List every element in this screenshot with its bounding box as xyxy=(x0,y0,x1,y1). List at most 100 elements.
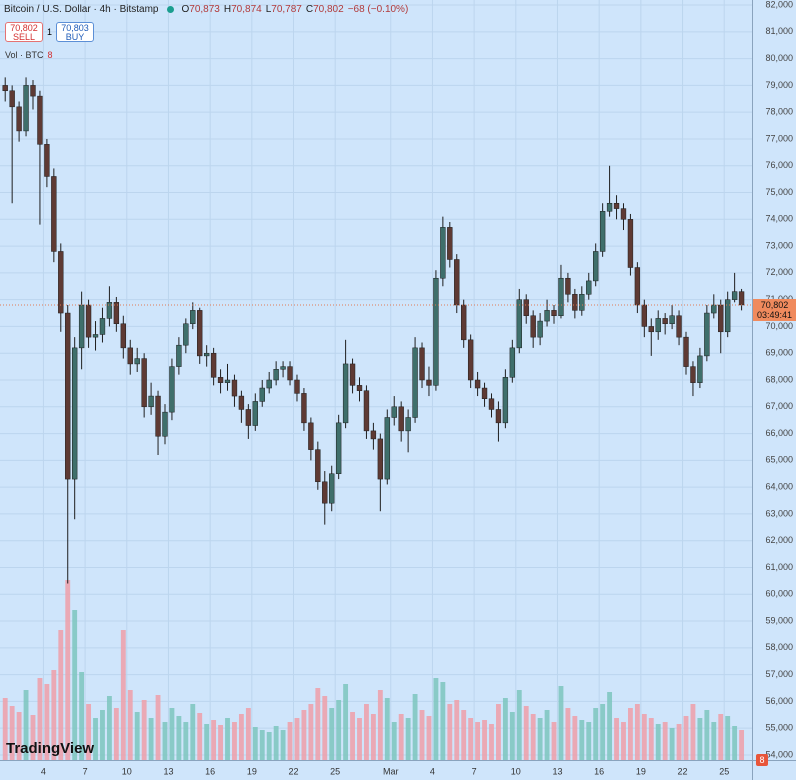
volume-bar xyxy=(72,610,78,760)
candle-body xyxy=(572,294,578,311)
volume-bar xyxy=(183,722,189,760)
volume-bar xyxy=(641,714,647,760)
candle-body xyxy=(78,304,85,349)
trade-buttons: 70,802 SELL 1 70,803 BUY xyxy=(5,22,95,42)
volume-bar xyxy=(65,580,71,760)
volume-bar xyxy=(225,718,230,760)
y-tick-label: 62,000 xyxy=(765,535,793,545)
x-tick-label: 10 xyxy=(122,766,132,776)
y-tick-label: 79,000 xyxy=(765,80,793,90)
volume-bar xyxy=(621,722,626,760)
symbol-title: Bitcoin / U.S. Dollar · 4h · Bitstamp xyxy=(4,4,159,15)
volume-bar xyxy=(419,710,425,760)
volume-bar xyxy=(322,696,328,760)
volume-bar xyxy=(37,678,43,760)
ohlc-key: C xyxy=(305,4,314,15)
candle-body xyxy=(322,481,328,504)
candle-body xyxy=(51,176,57,252)
y-tick-label: 77,000 xyxy=(765,133,793,143)
candle-body xyxy=(627,219,634,268)
sell-label: SELL xyxy=(12,32,36,42)
ohlc-h: H70,874 xyxy=(224,4,262,15)
volume-bar xyxy=(627,708,633,760)
buy-button[interactable]: 70,803 BUY xyxy=(56,22,95,42)
y-tick-label: 55,000 xyxy=(765,723,793,733)
volume-bar xyxy=(155,695,161,760)
y-tick-label: 60,000 xyxy=(765,589,793,599)
volume-bar xyxy=(16,712,22,760)
x-tick-label: 25 xyxy=(719,766,729,776)
candle-body xyxy=(134,358,140,365)
sell-button[interactable]: 70,802 SELL xyxy=(5,22,43,42)
y-tick-label: 81,000 xyxy=(765,26,793,36)
x-tick-label: 19 xyxy=(636,766,646,776)
candle-body xyxy=(704,312,710,357)
volume-bar xyxy=(176,716,182,760)
y-tick-label: 73,000 xyxy=(765,240,793,250)
volume-bar xyxy=(2,698,8,760)
volume-bar xyxy=(79,672,85,760)
volume-bar xyxy=(426,716,432,760)
volume-bar xyxy=(301,710,307,760)
x-tick-label: 25 xyxy=(330,766,340,776)
candle-body xyxy=(593,251,599,282)
candle-body xyxy=(690,366,696,383)
volume-bar xyxy=(162,722,168,760)
volume-bar xyxy=(377,690,383,760)
candle-body xyxy=(197,310,203,357)
volume-bar xyxy=(405,718,411,760)
volume-bar xyxy=(384,698,390,760)
badge-count: 8 xyxy=(759,755,765,765)
candle-body xyxy=(613,202,620,209)
volume-bar xyxy=(266,732,272,760)
x-tick-label: 22 xyxy=(288,766,298,776)
volume-bar xyxy=(544,710,550,760)
volume-bar xyxy=(516,690,522,760)
ohlc-value: 70,873 xyxy=(189,4,220,15)
candle-body xyxy=(113,302,120,325)
candle-body xyxy=(259,387,265,402)
logo[interactable]: TradingView xyxy=(6,740,94,757)
volume-bar xyxy=(454,700,460,760)
volume-bar xyxy=(593,708,599,760)
candle-body xyxy=(287,366,293,381)
candle-body xyxy=(183,323,189,346)
volume-bar xyxy=(120,630,126,760)
candle-body xyxy=(454,259,460,306)
ohlc-o: O70,873 xyxy=(182,4,220,15)
candle-body xyxy=(433,277,439,386)
volume-bar xyxy=(9,706,15,760)
candle-body xyxy=(502,377,509,424)
candle-body xyxy=(426,379,432,386)
x-tick-label: 7 xyxy=(472,766,477,776)
candle-body xyxy=(481,387,488,399)
volume-bar xyxy=(238,714,244,760)
x-tick-label: Mar xyxy=(383,766,399,776)
candle-body xyxy=(141,358,147,408)
volume-bar xyxy=(141,700,147,760)
volume-bar xyxy=(690,704,696,760)
sell-price: 70,802 xyxy=(10,23,38,33)
volume-count: 8 xyxy=(47,50,53,60)
x-tick-label: 10 xyxy=(511,766,521,776)
ohlc-value: 70,787 xyxy=(271,4,302,15)
volume-bar xyxy=(530,714,536,760)
candle-body xyxy=(92,334,99,338)
candle-body xyxy=(488,398,495,410)
volume-label: Vol · BTC xyxy=(5,50,44,60)
candle-body xyxy=(516,299,522,349)
y-tick-label: 82,000 xyxy=(765,0,793,9)
volume-bar xyxy=(440,682,446,760)
volume-bar xyxy=(211,720,217,760)
volume-bar xyxy=(134,712,140,760)
volume-bar xyxy=(287,722,293,760)
notification-badge[interactable]: 8 xyxy=(756,754,768,766)
volume-bar xyxy=(683,716,689,760)
volume-bar xyxy=(86,704,92,760)
volume-bar xyxy=(106,696,112,760)
volume-bar xyxy=(586,722,592,760)
ohlc-c: C70,802 xyxy=(306,4,344,15)
candle-body xyxy=(99,318,106,335)
volume-bar xyxy=(655,724,661,760)
price-tag-value: 70,802 xyxy=(760,299,789,310)
